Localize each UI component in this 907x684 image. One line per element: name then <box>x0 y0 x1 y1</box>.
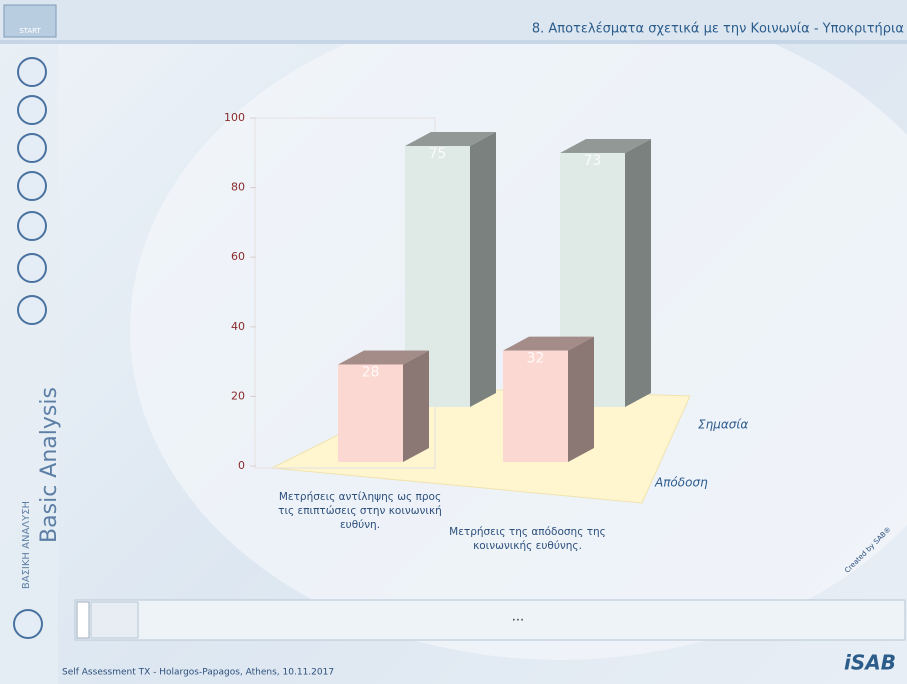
bar-top <box>560 138 651 153</box>
side-subtitle: ΒΑΣΙΚΗ ΑΝΑΛΥΣΗ <box>21 501 32 589</box>
top-rule <box>0 40 907 44</box>
bar-front <box>503 350 568 462</box>
panel-cell <box>90 601 139 639</box>
legend-label: Σημασία <box>698 418 748 432</box>
y-tick-label: 40 <box>231 320 245 333</box>
start-label: START <box>19 27 41 35</box>
bar-side <box>403 350 429 462</box>
nav-icon[interactable] <box>17 295 47 325</box>
footer: Self Assessment TX - Holargos-Papagos, A… <box>62 668 334 678</box>
y-tick-label: 80 <box>231 181 245 194</box>
nav-icon[interactable] <box>17 95 47 125</box>
top-bar <box>0 0 907 44</box>
bar-front <box>338 364 403 462</box>
spinner[interactable] <box>76 601 90 639</box>
bar <box>503 336 594 462</box>
y-tick-label: 0 <box>238 459 245 472</box>
bar-top <box>503 336 594 351</box>
legend-label: Απόδοση <box>654 476 708 490</box>
bar <box>405 132 496 407</box>
bar <box>560 138 651 407</box>
y-tick-label: 20 <box>231 389 245 402</box>
bar-top <box>405 132 496 146</box>
x-tick-label: Μετρήσεις της απόδοσης της κοινωνικής ευ… <box>449 526 606 552</box>
nav-icon[interactable] <box>17 171 47 201</box>
page-title: 8. Αποτελέσματα σχετικά με την Κοινωνία … <box>532 22 904 37</box>
nav-icon[interactable] <box>17 253 47 283</box>
bar-side <box>470 132 496 407</box>
start-button[interactable] <box>3 4 57 38</box>
nav-icon[interactable] <box>17 57 47 87</box>
value-label: 73 <box>584 153 602 169</box>
nav-icon[interactable] <box>17 211 47 241</box>
value-label: 32 <box>527 351 545 367</box>
logo: iSAB <box>844 651 896 675</box>
y-tick-label: 60 <box>231 250 245 263</box>
value-label: 28 <box>362 365 380 381</box>
bg-swirl <box>130 0 907 660</box>
bar-top <box>338 350 429 365</box>
value-label: 75 <box>429 146 447 162</box>
nav-icon[interactable] <box>17 133 47 163</box>
bar-side <box>625 138 651 407</box>
bar <box>338 350 429 462</box>
panel-text: ... <box>512 610 524 625</box>
x-tick-label: Μετρήσεις αντίληψης ως προς τις επιπτώσε… <box>278 491 442 531</box>
bottom-panel <box>74 599 906 641</box>
y-tick-label: 100 <box>224 111 245 124</box>
nav-icons <box>13 57 47 639</box>
bar-side <box>568 336 594 462</box>
side-title: Basic Analysis <box>37 387 62 543</box>
nav-icon[interactable] <box>13 609 43 639</box>
